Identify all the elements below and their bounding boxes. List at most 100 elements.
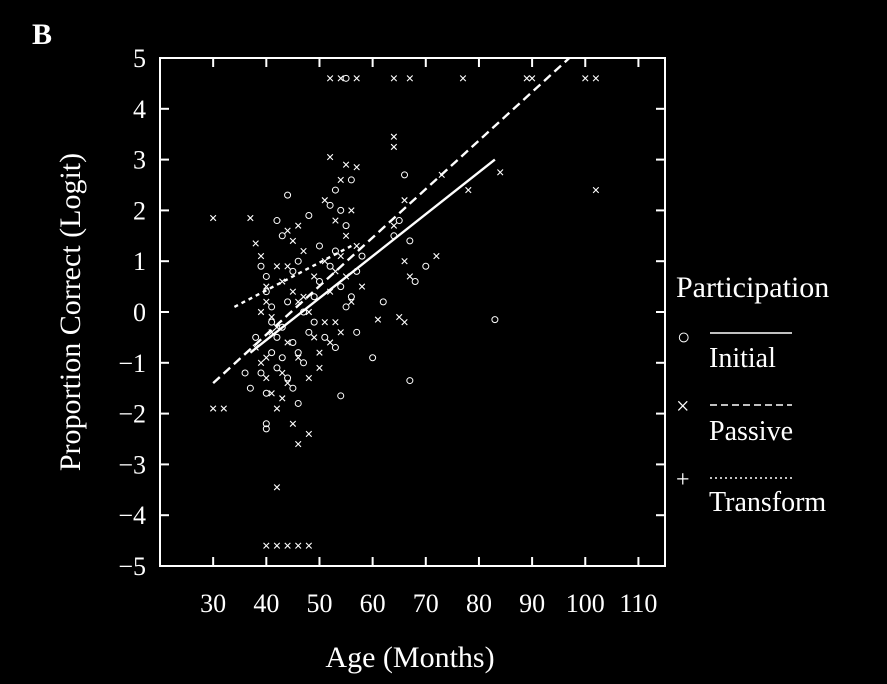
point-passive — [390, 143, 398, 151]
point-passive — [284, 379, 291, 387]
point-passive — [592, 75, 600, 82]
point-initial — [289, 338, 297, 346]
point-passive — [257, 359, 265, 366]
y-tick-label: 0 — [133, 298, 146, 327]
point-passive — [528, 75, 536, 82]
point-initial — [305, 211, 313, 219]
point-initial — [278, 323, 286, 331]
fit-lines — [212, 57, 571, 385]
point-initial — [246, 384, 254, 392]
legend-label-passive: Passive — [709, 416, 793, 447]
point-initial — [379, 298, 387, 306]
point-passive — [433, 252, 440, 260]
point-passive — [263, 283, 270, 290]
point-initial — [262, 389, 270, 397]
x-tick-label: 90 — [519, 589, 545, 618]
point-initial — [278, 354, 286, 362]
point-passive — [401, 258, 408, 265]
point-passive — [279, 395, 286, 402]
point-initial — [268, 318, 276, 326]
point-passive — [465, 186, 472, 194]
fit-line-passive — [212, 57, 571, 385]
point-passive — [337, 75, 344, 82]
point-passive — [295, 440, 302, 448]
point-passive — [273, 542, 281, 549]
point-initial — [337, 283, 345, 291]
point-initial — [273, 364, 281, 372]
x-tick-label: 30 — [200, 589, 226, 618]
point-initial — [337, 206, 345, 214]
point-passive — [321, 197, 328, 204]
point-passive — [497, 169, 504, 176]
x-tick-label: 70 — [413, 589, 439, 618]
point-passive — [401, 197, 408, 204]
point-passive — [300, 247, 307, 255]
point-passive — [348, 207, 355, 214]
point-initial — [262, 420, 270, 428]
point-initial — [347, 293, 355, 301]
y-tick-label: −2 — [118, 400, 146, 429]
point-passive — [337, 176, 344, 184]
point-initial — [358, 252, 366, 260]
y-tick-label: −5 — [118, 552, 146, 581]
point-initial — [310, 293, 318, 301]
legend: Participation ○ Initial × Passive + Tran… — [676, 271, 829, 518]
y-tick-label: −3 — [118, 450, 146, 479]
x-tick-label: 100 — [566, 589, 605, 618]
point-passive — [310, 273, 318, 280]
point-initial — [294, 257, 302, 265]
point-passive — [295, 222, 302, 229]
point-passive — [353, 75, 360, 82]
point-initial — [268, 349, 276, 357]
point-passive — [289, 288, 297, 295]
point-passive — [263, 542, 270, 549]
y-tick-label: −1 — [118, 349, 146, 378]
point-initial — [395, 217, 403, 225]
point-initial — [491, 316, 499, 324]
point-initial — [300, 359, 308, 367]
point-initial — [305, 328, 313, 336]
point-passive — [337, 252, 344, 260]
point-initial — [342, 303, 350, 311]
legend-title: Participation — [676, 271, 829, 304]
legend-marker-initial: ○ — [677, 324, 690, 349]
point-passive — [358, 283, 366, 290]
point-passive — [396, 313, 403, 321]
y-tick-label: −4 — [118, 501, 146, 530]
point-initial — [262, 272, 270, 280]
point-initial — [331, 186, 339, 194]
y-tick-label: 5 — [133, 44, 146, 73]
point-passive — [390, 75, 398, 82]
point-initial — [342, 222, 350, 230]
y-axis: 5 4 3 2 1 0 −1 −2 −3 −4 −5 — [118, 44, 665, 581]
point-passive — [353, 164, 360, 171]
point-passive — [273, 484, 281, 491]
point-initial — [337, 392, 345, 400]
point-passive — [401, 318, 408, 326]
point-passive — [321, 258, 328, 265]
point-passive — [209, 214, 217, 222]
point-passive — [326, 339, 334, 346]
point-initial — [268, 303, 276, 311]
point-initial — [273, 333, 281, 341]
point-passive — [268, 313, 275, 321]
point-passive — [305, 430, 313, 438]
panel-label: B — [32, 18, 52, 51]
point-passive — [263, 354, 270, 361]
point-initial — [257, 262, 265, 270]
y-tick-label: 2 — [133, 196, 146, 225]
point-passive — [220, 405, 227, 412]
point-initial — [406, 237, 414, 245]
point-passive — [295, 354, 302, 361]
x-tick-label: 60 — [360, 589, 386, 618]
point-initial — [284, 298, 292, 306]
data-points — [209, 74, 600, 549]
point-initial — [401, 171, 409, 179]
point-passive — [390, 133, 398, 140]
point-passive — [257, 308, 265, 316]
x-tick-label: 40 — [253, 589, 279, 618]
point-passive — [310, 334, 318, 341]
point-passive — [353, 242, 360, 250]
point-passive — [326, 75, 334, 82]
